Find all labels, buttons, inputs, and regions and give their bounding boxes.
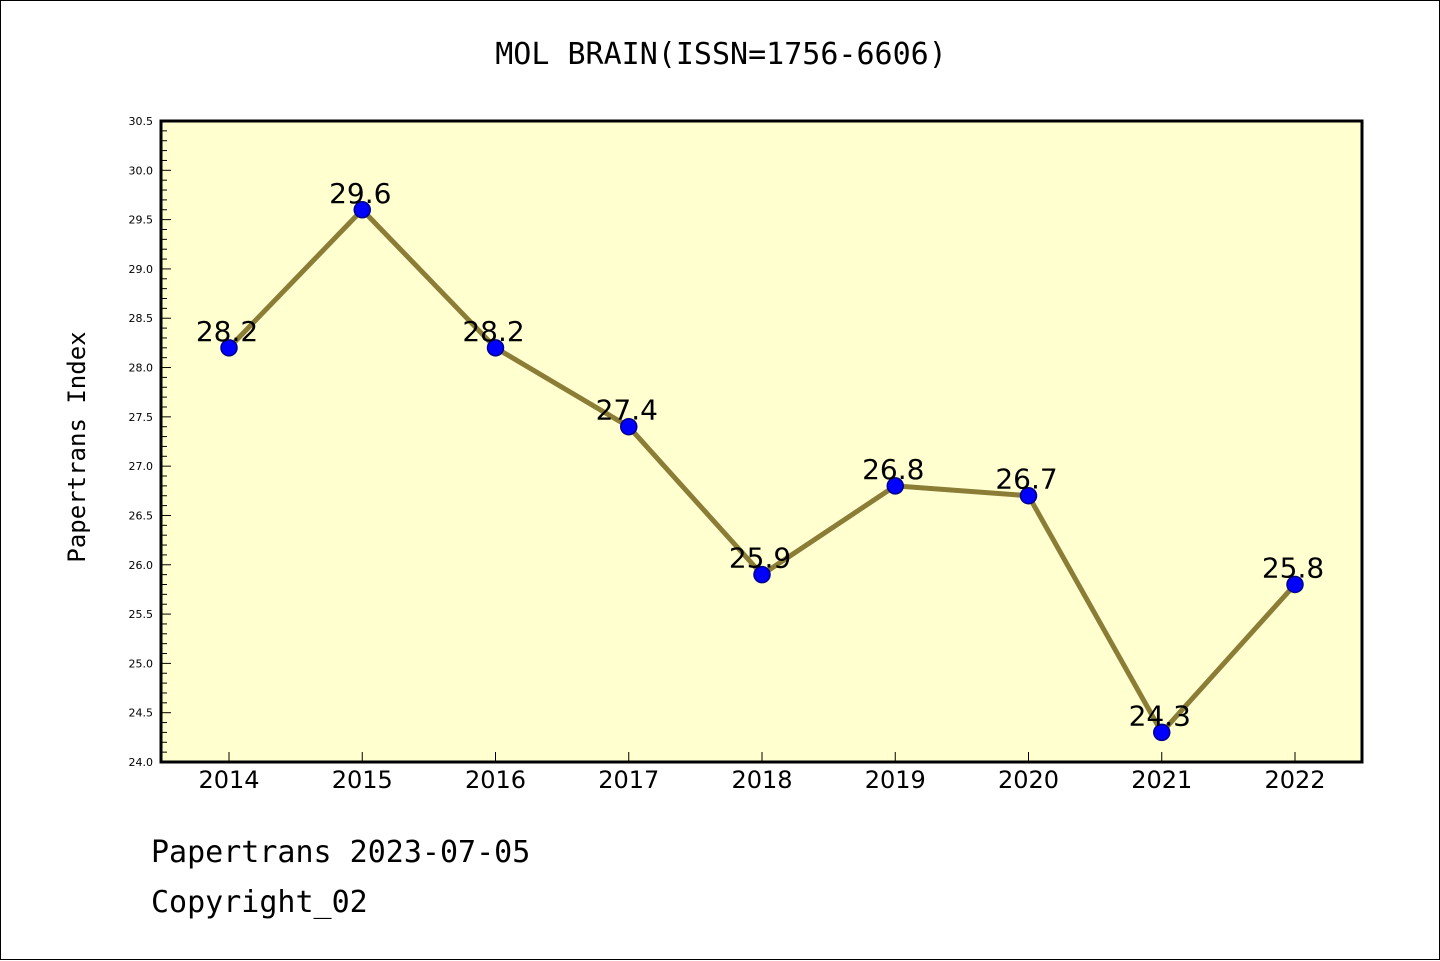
data-point bbox=[886, 477, 904, 495]
data-point bbox=[1019, 486, 1038, 505]
footer-date: Papertrans 2023-07-05 bbox=[151, 835, 531, 870]
data-label: 25.9 bbox=[729, 542, 791, 575]
x-tick-label: 2016 bbox=[465, 766, 526, 794]
data-point bbox=[620, 417, 638, 436]
plot-background bbox=[159, 119, 1364, 764]
y-tick-label: 27.0 bbox=[129, 460, 154, 473]
y-tick-label: 30.5 bbox=[129, 115, 154, 128]
x-tick-label: 2015 bbox=[332, 766, 393, 794]
y-tick-label: 27.5 bbox=[129, 411, 154, 424]
y-tick-label: 29.5 bbox=[129, 214, 154, 227]
data-label: 26.7 bbox=[995, 463, 1057, 496]
data-point bbox=[753, 565, 771, 584]
chart-title: MOL BRAIN(ISSN=1756-6606) bbox=[495, 37, 947, 72]
y-tick-label: 29.0 bbox=[129, 263, 154, 276]
y-tick-label: 30.0 bbox=[129, 164, 154, 177]
data-label: 26.8 bbox=[862, 453, 924, 486]
y-tick-label: 26.5 bbox=[129, 509, 154, 522]
data-point bbox=[220, 339, 238, 357]
y-tick-label: 26.0 bbox=[129, 559, 154, 572]
data-point bbox=[1286, 575, 1304, 594]
data-label: 28.2 bbox=[196, 315, 258, 348]
data-point bbox=[486, 339, 505, 357]
y-tick-label: 28.0 bbox=[129, 362, 154, 375]
data-label: 25.8 bbox=[1262, 551, 1324, 584]
x-tick-label: 2017 bbox=[598, 766, 659, 794]
footer-copyright: Copyright_02 bbox=[151, 885, 368, 920]
y-tick-label: 25.0 bbox=[129, 657, 154, 670]
data-label: 28.2 bbox=[462, 315, 524, 348]
data-point bbox=[1153, 723, 1171, 742]
x-tick-label: 2019 bbox=[865, 766, 926, 794]
x-tick-label: 2018 bbox=[731, 766, 792, 794]
y-tick-label: 25.5 bbox=[129, 608, 154, 621]
y-tick-label: 24.0 bbox=[129, 756, 154, 769]
x-tick-label: 2021 bbox=[1131, 766, 1192, 794]
x-tick-label: 2014 bbox=[198, 766, 259, 794]
data-point bbox=[353, 201, 371, 219]
data-label: 29.6 bbox=[329, 177, 391, 210]
y-tick-label: 24.5 bbox=[129, 707, 154, 720]
data-label: 27.4 bbox=[596, 394, 658, 427]
x-tick-label: 2022 bbox=[1264, 766, 1325, 794]
data-label: 24.3 bbox=[1129, 699, 1191, 732]
y-tick-label: 28.5 bbox=[129, 312, 154, 325]
x-tick-label: 2020 bbox=[998, 766, 1059, 794]
